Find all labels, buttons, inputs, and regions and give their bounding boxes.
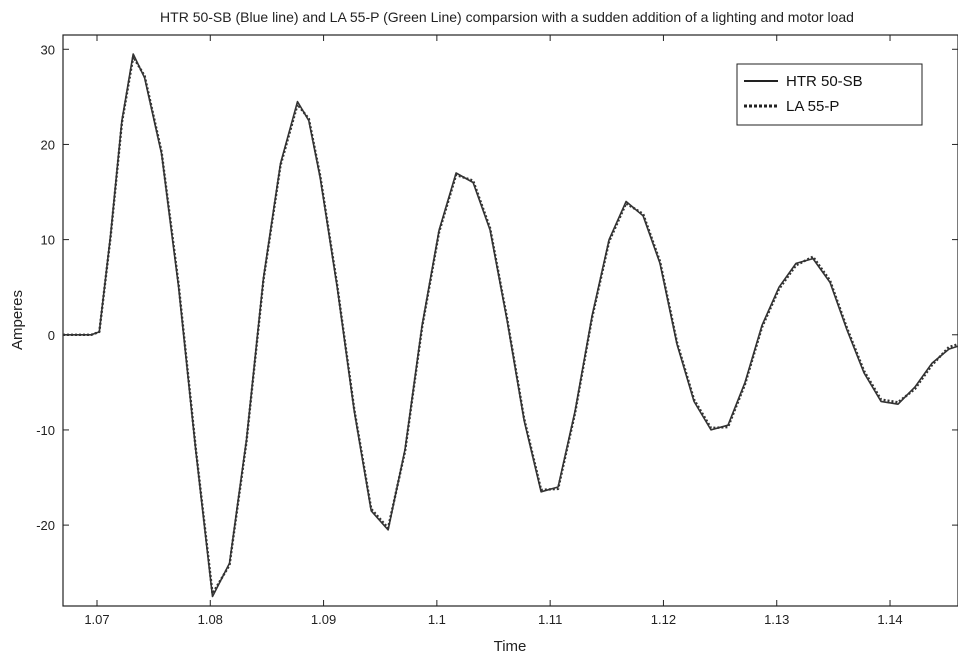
legend: HTR 50-SB LA 55-P	[736, 63, 923, 126]
legend-label-htr-50-sb: HTR 50-SB	[786, 73, 863, 90]
y-axis-ticks: -20 -10 0 10 20 30	[36, 42, 958, 533]
y-tick-label: 10	[41, 233, 55, 248]
x-tick-label: 1.07	[84, 612, 109, 627]
x-tick-label: 1.13	[764, 612, 789, 627]
x-axis-label: Time	[494, 638, 527, 655]
x-axis-ticks: 1.07 1.08 1.09 1.1 1.11 1.12 1.13 1.14	[84, 35, 903, 627]
x-tick-label: 1.1	[428, 612, 446, 627]
x-tick-label: 1.12	[651, 612, 676, 627]
y-tick-label: -10	[36, 423, 55, 438]
x-tick-label: 1.14	[877, 612, 902, 627]
series-layer	[63, 53, 958, 598]
y-tick-label: 30	[41, 42, 55, 57]
y-tick-label: 20	[41, 137, 55, 152]
y-tick-label: 0	[48, 328, 55, 343]
y-axis-label: Amperes	[9, 290, 26, 350]
x-tick-label: 1.08	[198, 612, 223, 627]
plot-frame	[62, 34, 958, 607]
legend-box	[736, 63, 923, 126]
x-tick-label: 1.11	[538, 612, 562, 627]
legend-label-la-55-p: LA 55-P	[786, 98, 839, 115]
chart-title: HTR 50-SB (Blue line) and LA 55-P (Green…	[160, 9, 854, 25]
x-tick-label: 1.09	[311, 612, 336, 627]
y-tick-label: -20	[36, 518, 55, 533]
